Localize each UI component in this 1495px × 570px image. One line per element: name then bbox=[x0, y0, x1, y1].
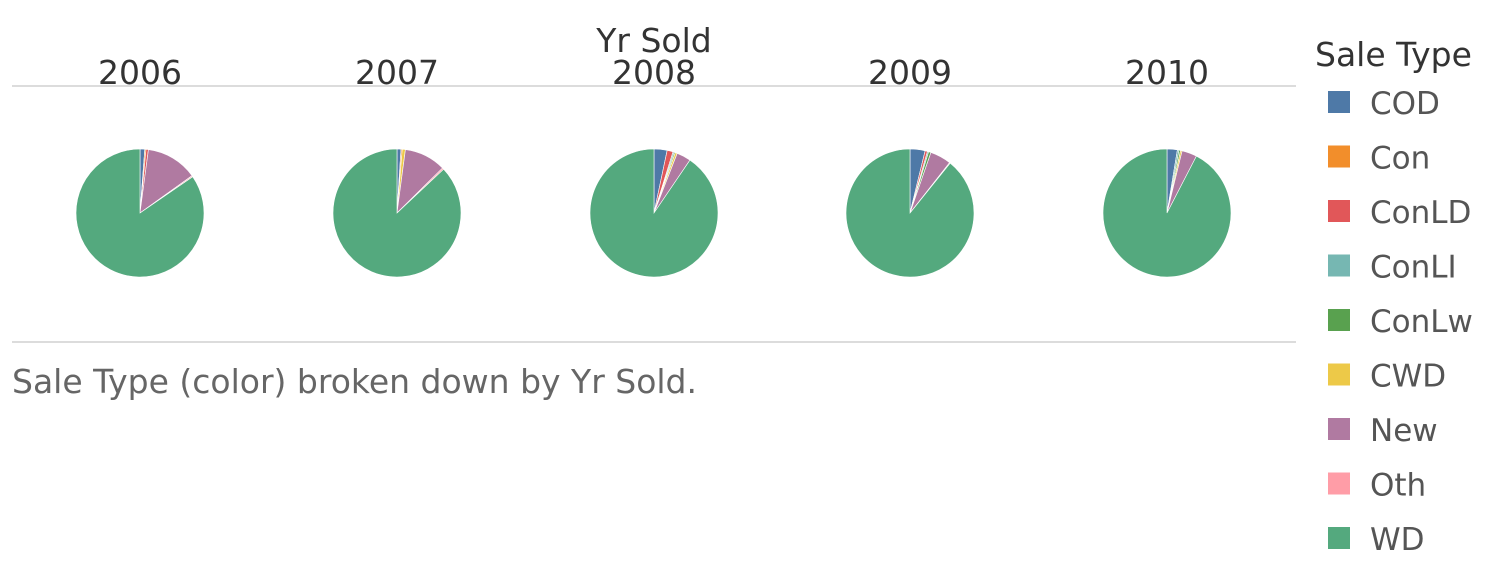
legend-label-cwd[interactable]: CWD bbox=[1370, 359, 1446, 395]
column-title: Yr Sold bbox=[595, 21, 711, 60]
legend-label-conli[interactable]: ConLI bbox=[1370, 250, 1457, 286]
legend-label-conld[interactable]: ConLD bbox=[1370, 195, 1471, 231]
pie-2008 bbox=[589, 148, 719, 278]
legend-label-new[interactable]: New bbox=[1370, 413, 1438, 449]
legend-label-oth[interactable]: Oth bbox=[1370, 468, 1426, 504]
pie-2007 bbox=[332, 148, 462, 278]
legend-label-cod[interactable]: COD bbox=[1370, 86, 1440, 122]
pie-2006 bbox=[75, 148, 205, 278]
legend: COD Con ConLD ConLI ConLw CWD New Oth WD bbox=[1328, 86, 1473, 558]
legend-swatch-conli[interactable] bbox=[1328, 254, 1350, 277]
legend-label-wd[interactable]: WD bbox=[1370, 522, 1425, 558]
legend-swatch-new[interactable] bbox=[1328, 418, 1350, 440]
legend-title: Sale Type bbox=[1315, 35, 1472, 74]
legend-label-conlw[interactable]: ConLw bbox=[1370, 304, 1473, 340]
pie-2010 bbox=[1102, 148, 1232, 278]
pie-charts bbox=[75, 148, 1232, 278]
pie-2009 bbox=[845, 148, 975, 278]
slice-2009-wd[interactable] bbox=[845, 148, 975, 278]
legend-swatch-con[interactable] bbox=[1328, 145, 1350, 168]
slice-2008-wd[interactable] bbox=[589, 148, 719, 278]
slice-2010-wd[interactable] bbox=[1102, 148, 1232, 278]
legend-swatch-wd[interactable] bbox=[1328, 527, 1350, 549]
chart-caption: Sale Type (color) broken down by Yr Sold… bbox=[12, 362, 697, 401]
legend-label-con[interactable]: Con bbox=[1370, 141, 1430, 177]
legend-swatch-conlw[interactable] bbox=[1328, 309, 1350, 331]
legend-swatch-cwd[interactable] bbox=[1328, 363, 1350, 386]
slice-2006-wd[interactable] bbox=[75, 148, 205, 278]
legend-swatch-cod[interactable] bbox=[1328, 91, 1350, 113]
legend-swatch-conld[interactable] bbox=[1328, 200, 1350, 222]
legend-swatch-oth[interactable] bbox=[1328, 472, 1350, 495]
slice-2007-wd[interactable] bbox=[332, 148, 462, 278]
